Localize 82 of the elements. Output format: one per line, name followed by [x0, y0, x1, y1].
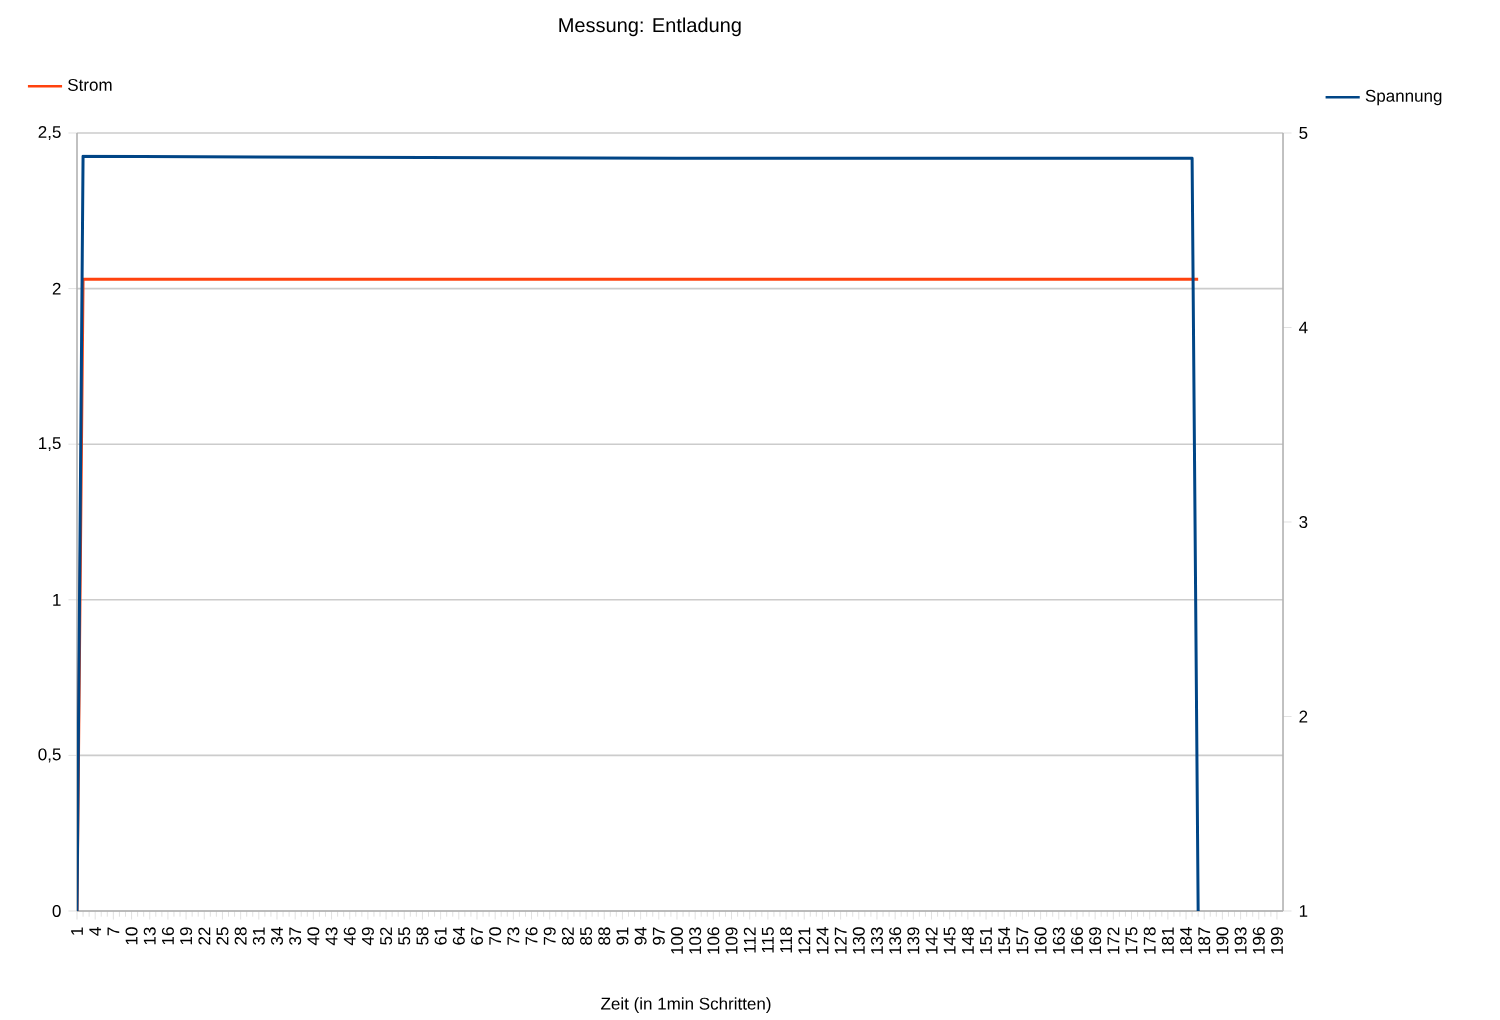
x-tick-label: 88: [598, 927, 611, 945]
x-tick-label: 94: [634, 927, 647, 945]
x-tick-label: 184: [1180, 927, 1193, 954]
y-tick-label: 0: [52, 905, 61, 918]
y-tick-label: 2,5: [38, 126, 61, 141]
x-tick-label: 4: [89, 927, 102, 936]
y2-tick-label: 4: [1298, 321, 1308, 334]
y2-tick-label: 1: [1299, 905, 1308, 917]
x-tick-label: 148: [961, 927, 974, 954]
y-tick-label: 2: [52, 282, 61, 295]
x-tick-label: 28: [234, 927, 247, 945]
x-tick-label: 187: [1198, 927, 1211, 954]
x-tick-label: 112: [743, 927, 756, 953]
x-tick-label: 67: [470, 927, 483, 945]
x-tick-label: 175: [1125, 927, 1138, 954]
x-tick-label: 190: [1216, 927, 1229, 954]
x-tick-label: 130: [852, 927, 865, 954]
x-tick-label: 142: [925, 927, 938, 954]
y2-tick-label: 2: [1299, 710, 1308, 723]
x-tick-label: 196: [1252, 927, 1265, 954]
x-tick-label: 1: [71, 927, 83, 935]
x-tick-label: 10: [125, 927, 138, 945]
x-tick-label: 25: [216, 927, 229, 945]
y2-tick-label: 3: [1299, 516, 1308, 529]
x-tick-label: 40: [307, 927, 320, 946]
x-tick-label: 61: [434, 927, 447, 945]
x-tick-label: 163: [1052, 927, 1065, 954]
x-tick-label: 85: [580, 927, 593, 945]
y2-tick-label: 5: [1299, 127, 1308, 140]
x-tick-label: 46: [343, 927, 356, 946]
x-tick-label: 139: [907, 927, 920, 954]
x-tick-label: 13: [143, 927, 156, 945]
x-tick-label: 97: [652, 927, 665, 945]
x-tick-label: 118: [780, 927, 793, 953]
x-tick-label: 100: [670, 927, 683, 954]
x-tick-label: 22: [198, 927, 211, 945]
x-tick-label: 79: [543, 927, 556, 945]
x-tick-label: 199: [1270, 927, 1283, 954]
x-tick-label: 151: [980, 927, 992, 954]
x-tick-label: 31: [252, 927, 265, 945]
x-tick-label: 136: [889, 927, 902, 954]
x-tick-label: 166: [1070, 927, 1083, 954]
y-tick-label: 1: [53, 594, 61, 606]
x-tick-label: 124: [816, 927, 829, 954]
x-tick-label: 43: [325, 927, 338, 946]
x-tick-label: 34: [270, 927, 283, 945]
x-tick-label: 127: [834, 927, 847, 954]
x-axis-title: Zeit (in 1min Schritten): [601, 997, 771, 1014]
y-tick-label: 0,5: [38, 748, 61, 763]
x-tick-label: 82: [561, 927, 574, 945]
x-tick-label: 160: [1034, 927, 1047, 954]
x-tick-label: 70: [489, 927, 502, 945]
x-tick-label: 193: [1234, 927, 1247, 954]
x-tick-label: 64: [452, 927, 465, 945]
x-tick-label: 172: [1107, 927, 1120, 954]
x-tick-label: 58: [416, 927, 429, 945]
legend-label: Spannung: [1365, 89, 1442, 106]
y-tick-label: 1,5: [39, 437, 61, 452]
x-tick-label: 91: [616, 927, 629, 945]
x-tick-label: 49: [361, 927, 374, 946]
x-tick-label: 109: [725, 927, 738, 954]
x-tick-label: 16: [161, 927, 174, 945]
x-tick-label: 37: [289, 927, 302, 945]
x-tick-label: 169: [1089, 927, 1102, 954]
x-tick-label: 7: [107, 927, 120, 936]
x-tick-label: 55: [398, 927, 411, 945]
x-tick-label: 154: [998, 927, 1011, 954]
x-tick-label: 52: [380, 927, 393, 945]
chart-title: Messung: Entladung: [559, 17, 741, 37]
legend-label: Strom: [68, 79, 112, 92]
x-tick-label: 19: [180, 927, 193, 945]
x-tick-label: 121: [798, 927, 811, 954]
x-tick-label: 133: [870, 927, 883, 954]
x-tick-label: 115: [761, 927, 774, 953]
x-tick-label: 76: [525, 927, 538, 945]
x-tick-label: 73: [507, 927, 520, 945]
x-tick-label: 106: [707, 927, 720, 954]
x-tick-label: 145: [943, 927, 956, 954]
x-tick-label: 103: [689, 927, 702, 954]
x-tick-label: 178: [1143, 927, 1156, 954]
x-tick-label: 181: [1161, 927, 1174, 954]
x-tick-label: 157: [1016, 927, 1029, 954]
